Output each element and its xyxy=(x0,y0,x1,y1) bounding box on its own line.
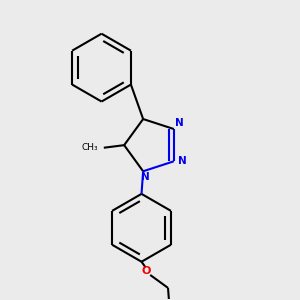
Text: N: N xyxy=(175,118,184,128)
Text: N: N xyxy=(178,156,186,166)
Text: O: O xyxy=(142,266,151,276)
Text: CH₃: CH₃ xyxy=(82,143,98,152)
Text: N: N xyxy=(141,172,150,182)
